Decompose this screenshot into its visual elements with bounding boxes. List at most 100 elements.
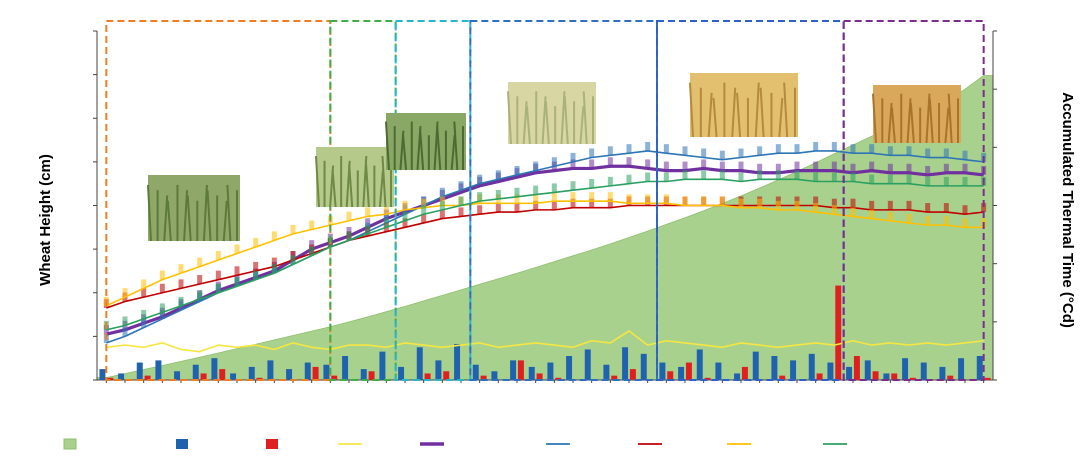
- par-wt-2015-error-bar: [831, 161, 837, 171]
- rainfall-bar: [443, 371, 450, 380]
- stage-photo-stalk: [947, 93, 953, 144]
- late-dtem-error-bar: [719, 150, 725, 160]
- early-dtem-error-bar: [719, 196, 725, 206]
- early-dtem-error-bar: [925, 216, 931, 226]
- solar-radiation-bar: [230, 373, 237, 380]
- short-stem-error-bar: [495, 203, 501, 213]
- stay-green-mutant-error-bar: [159, 303, 165, 313]
- stage-photo-stalk: [563, 96, 569, 145]
- short-stem-error-bar: [906, 200, 912, 210]
- rainfall-bar: [331, 375, 338, 380]
- early-dtem-error-bar: [514, 194, 520, 204]
- par-wt-2015-error-bar: [943, 163, 949, 173]
- stage-photo-stalk: [147, 184, 152, 242]
- late-dtem-error-bar: [645, 141, 651, 151]
- late-dtem-error-bar: [589, 148, 595, 158]
- short-stem-error-bar: [925, 203, 931, 213]
- early-dtem-error-bar: [589, 192, 595, 202]
- rainfall-bar: [256, 377, 263, 380]
- late-dtem-error-bar: [533, 161, 539, 171]
- solar-radiation-bar: [174, 371, 181, 380]
- stage-photo: [147, 175, 240, 242]
- stay-green-mutant-error-bar: [215, 283, 221, 293]
- late-dtem-error-bar: [775, 144, 781, 154]
- par-wt-2015-error-bar: [813, 161, 819, 171]
- stay-green-mutant-error-bar: [775, 170, 781, 180]
- par-wt-2015-error-bar: [757, 163, 763, 173]
- rainfall-bar: [853, 356, 860, 380]
- early-dtem-error-bar: [141, 279, 147, 289]
- rainfall-bar: [144, 375, 151, 380]
- short-stem-error-bar: [159, 283, 165, 293]
- stay-green-mutant-error-bar: [813, 172, 819, 182]
- par-wt-2015-error-bar: [570, 159, 576, 169]
- early-dtem-error-bar: [309, 220, 315, 230]
- short-stem-error-bar: [421, 213, 427, 223]
- stay-green-mutant-error-bar: [887, 174, 893, 184]
- stay-green-mutant-error-bar: [962, 176, 968, 186]
- stage-photo: [507, 82, 596, 145]
- late-dtem-error-bar: [495, 170, 501, 180]
- stage-photo-stalk: [183, 190, 189, 242]
- early-dtem-error-bar: [645, 194, 651, 204]
- par-wt-2015-error-bar: [906, 163, 912, 173]
- stay-green-mutant-error-bar: [906, 174, 912, 184]
- stage-box-2: [394, 20, 472, 381]
- par-wt-2015-error-bar: [607, 157, 613, 167]
- early-dtem-error-bar: [850, 207, 856, 217]
- early-dtem-error-bar: [663, 194, 669, 204]
- par-wt-2015-error-bar: [962, 163, 968, 173]
- short-stem-error-bar: [887, 200, 893, 210]
- par-wt-2015-error-bar: [626, 157, 632, 167]
- early-dtem-error-bar: [607, 192, 613, 202]
- early-dtem-error-bar: [701, 196, 707, 206]
- short-stem-error-bar: [551, 200, 557, 210]
- stage-photo-stalk: [378, 170, 384, 208]
- solar-radiation-bar: [622, 347, 629, 380]
- stay-green-mutant-error-bar: [607, 176, 613, 186]
- early-dtem-line: [105, 200, 984, 307]
- stage-photo-stalk: [560, 91, 566, 145]
- short-stem-error-bar: [271, 257, 277, 267]
- stage-photo-stalk: [402, 135, 408, 171]
- rainfall-bar: [555, 377, 562, 380]
- stay-green-mutant-error-bar: [570, 181, 576, 191]
- short-stem-error-bar: [197, 275, 203, 285]
- solar-radiation-bar: [304, 362, 311, 380]
- short-stem-error-bar: [570, 198, 576, 208]
- late-dtem-error-bar: [962, 150, 968, 160]
- early-dtem-error-bar: [271, 231, 277, 241]
- stay-green-mutant-error-bar: [141, 309, 147, 319]
- rainfall-bar: [891, 373, 898, 380]
- stay-green-mutant-error-bar: [943, 176, 949, 186]
- stay-green-mutant-error-bar: [495, 189, 501, 199]
- solar-radiation-bar: [864, 360, 871, 380]
- short-stem-line: [106, 204, 984, 309]
- stay-green-mutant-error-bar: [701, 170, 707, 180]
- solar-radiation-bar: [808, 353, 815, 380]
- late-dtem-error-bar: [738, 148, 744, 158]
- rainfall-bar: [611, 375, 618, 380]
- par-wt-2015-error-bar: [887, 163, 893, 173]
- rainfall-bar: [947, 375, 954, 380]
- early-dtem-error-bar: [626, 194, 632, 204]
- legend-item-acc-degreeday: [63, 438, 77, 450]
- early-dtem-error-bar: [775, 200, 781, 210]
- solar-radiation-bar: [454, 344, 461, 380]
- par-wt-2015-error-bar: [869, 161, 875, 171]
- y-axis-right-label: Accumulated Thermal Time (°Cd): [1059, 92, 1076, 328]
- solar-radiation-bar: [771, 356, 778, 380]
- stage-box-3: [469, 20, 659, 381]
- short-stem-error-bar: [477, 205, 483, 215]
- early-dtem-error-bar: [383, 205, 389, 215]
- rainfall-bar: [200, 373, 207, 380]
- stage-photo: [315, 147, 394, 208]
- stay-green-mutant-error-bar: [458, 196, 464, 206]
- stage-photo-stalk: [541, 96, 547, 145]
- solar-radiation-bar: [734, 373, 741, 380]
- stay-green-mutant-error-bar: [271, 264, 277, 274]
- stay-green-mutant-error-bar: [439, 200, 445, 210]
- late-dtem-error-bar: [439, 187, 445, 197]
- rainfall-bar: [909, 377, 916, 380]
